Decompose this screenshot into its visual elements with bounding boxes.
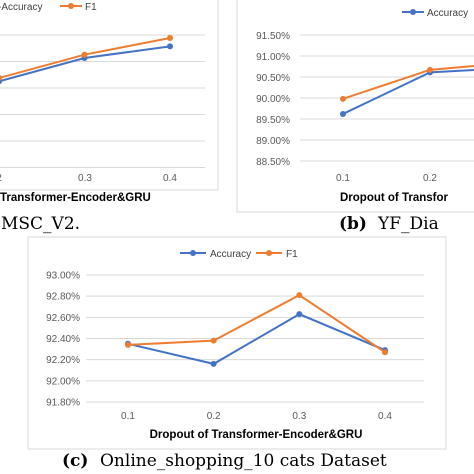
panel-a-xtick-0: 2 <box>0 173 2 184</box>
panel-b-ytick-3: 90.00% <box>256 94 290 105</box>
panel-a-series-f1-point-0 <box>0 75 2 81</box>
panel-c-series-f1-point-2 <box>296 292 303 299</box>
panel-c-caption: Online_shopping_10 cats Dataset <box>100 451 387 471</box>
panel-b-y-ticks: 91.50% 91.00% 90.50% 90.00% 89.50% 89.00… <box>256 31 290 168</box>
panel-a-gridlines <box>0 34 205 168</box>
panel-b-xtick-0: 0.1 <box>336 173 350 184</box>
panel-c-caption-letter: (c) <box>62 451 88 471</box>
panel-b-x-ticks: 0.1 0.2 <box>336 173 437 184</box>
panel-a-caption: MSC_V2. <box>1 214 80 234</box>
panel-b-caption: YF_Dia <box>377 214 439 234</box>
panel-a-series-f1-point-2 <box>167 35 173 41</box>
panel-c-series-f1-point-0 <box>125 341 131 348</box>
panel-b-series-f1-point-0 <box>340 95 346 102</box>
panel-c-series-accuracy-point-1 <box>210 360 217 367</box>
panel-b-series <box>340 65 474 117</box>
panel-a-series-accuracy-point-2 <box>167 43 173 50</box>
panel-a-legend: -Accuracy F1 <box>0 2 97 13</box>
panel-c-xtick-3: 0.4 <box>378 411 392 422</box>
panel-c-series-f1-point-1 <box>210 337 217 344</box>
panel-c-ytick-0: 93.00% <box>46 271 80 282</box>
panel-a-chart: -Accuracy F1 2 0.3 0.4 Transformer-Encod… <box>0 0 219 204</box>
panel-c-ytick-2: 92.60% <box>46 313 80 324</box>
panel-b-ytick-6: 88.50% <box>256 157 290 168</box>
panel-b-ytick-0: 91.50% <box>256 31 290 42</box>
panel-b-ytick-4: 89.50% <box>256 115 290 126</box>
panel-a-series <box>0 35 173 85</box>
panel-a-series-f1-point-1 <box>81 51 88 58</box>
panel-b-xtick-1: 0.2 <box>423 173 437 184</box>
panel-c-y-ticks: 93.00% 92.80% 92.60% 92.40% 92.20% 92.00% 91.8… <box>46 271 80 409</box>
panel-a-legend-f1: F1 <box>85 2 97 13</box>
panel-c-gridlines <box>86 274 424 403</box>
panel-b-ytick-1: 91.00% <box>256 52 290 63</box>
panel-c-xtick-2: 0.3 <box>292 411 306 422</box>
panel-b-legend: Accuracy <box>402 8 468 19</box>
panel-c-series-f1-line <box>127 293 386 354</box>
panel-a-legend-f1-marker <box>68 3 74 9</box>
panel-c-legend: Accuracy F1 <box>180 249 298 260</box>
panel-b-series-f1-point-1 <box>427 66 433 73</box>
panel-a-x-axis-title: Transformer-Encoder&GRU <box>0 192 151 204</box>
panel-a-xtick-1: 0.3 <box>78 173 92 184</box>
panel-c-series-accuracy-line <box>127 313 386 365</box>
panel-c-series <box>125 292 388 367</box>
panel-c-legend-accuracy: Accuracy <box>210 249 251 260</box>
panel-c-frame <box>27 236 447 450</box>
panel-c-series-accuracy-point-2 <box>296 311 303 318</box>
panel-c-legend-accuracy-marker <box>190 250 196 256</box>
panel-b-gridlines <box>300 34 474 162</box>
panel-b-legend-accuracy: Accuracy <box>427 8 468 19</box>
panel-c-xtick-0: 0.1 <box>121 411 135 422</box>
panel-b-ytick-5: 89.00% <box>256 136 290 147</box>
panel-c-ytick-5: 92.00% <box>46 376 80 387</box>
panel-a-x-ticks: 2 0.3 0.4 <box>0 173 177 184</box>
panel-a-frame <box>0 0 219 191</box>
panel-b-legend-accuracy-marker <box>410 9 416 15</box>
panel-c-ytick-3: 92.40% <box>46 334 80 345</box>
panel-c-x-axis-title: Dropout of Transformer-Encoder&GRU <box>150 429 363 441</box>
panel-c-legend-f1: F1 <box>286 249 298 260</box>
panel-b-ytick-2: 90.50% <box>256 73 290 84</box>
panel-b-chart: 91.50% 91.00% 90.50% 90.00% 89.50% 89.00… <box>236 0 474 213</box>
panel-a-xtick-2: 0.4 <box>163 173 177 184</box>
panel-b-caption-letter: (b) <box>339 214 367 234</box>
panel-c-ytick-4: 92.20% <box>46 355 80 366</box>
panel-c-legend-f1-marker <box>266 250 272 256</box>
panel-a-legend-accuracy: -Accuracy <box>0 2 42 13</box>
panel-b-series-accuracy-point-0 <box>340 110 346 117</box>
panel-c-ytick-1: 92.80% <box>46 292 80 303</box>
panel-c-x-ticks: 0.1 0.2 0.3 0.4 <box>121 411 392 422</box>
panel-c-ytick-6: 91.80% <box>46 398 80 409</box>
panel-c-chart: Accuracy F1 93.00% 92.80% 92.60% 92.40% 92.2… <box>27 236 447 450</box>
panel-b-x-axis-title: Dropout of Transfor <box>340 192 448 204</box>
panel-c-series-f1-point-3 <box>382 349 388 356</box>
panel-c-xtick-1: 0.2 <box>207 411 221 422</box>
